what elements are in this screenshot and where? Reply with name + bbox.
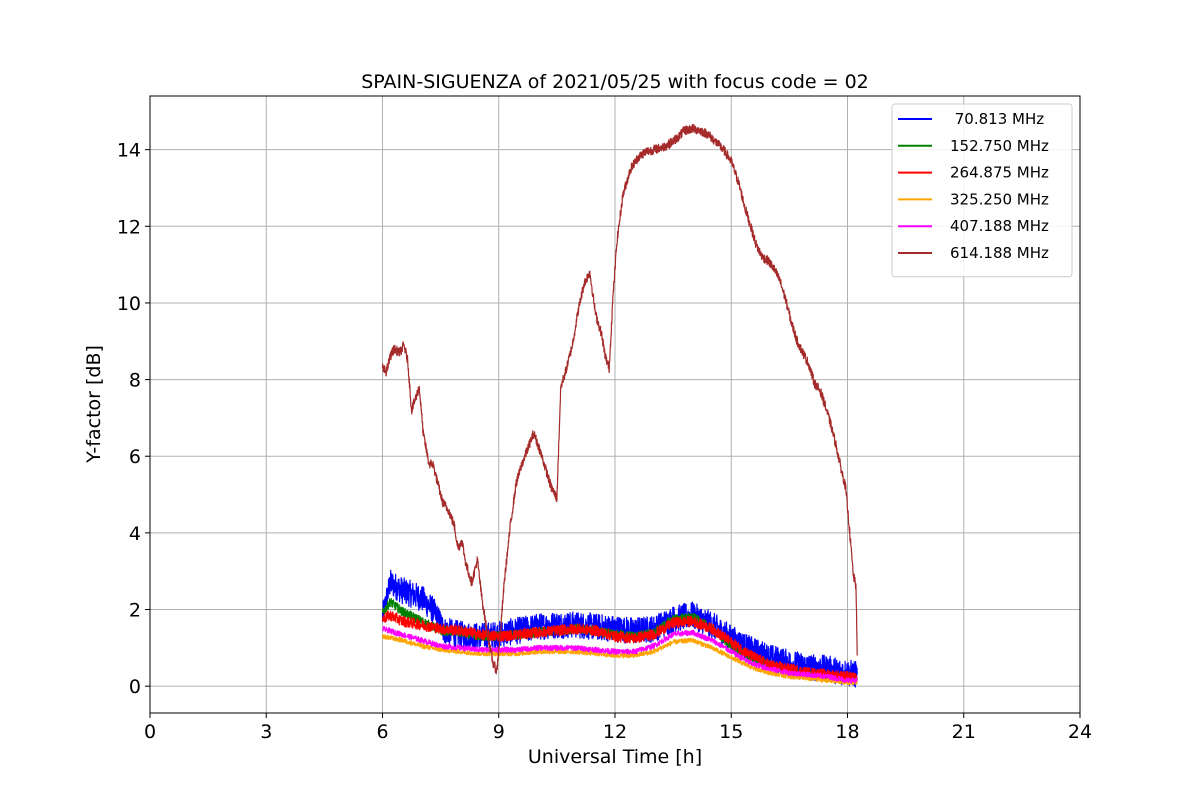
legend: 70.813 MHz 152.750 MHz 264.875 MHz 325.250 … <box>891 103 1073 278</box>
x-tick-label: 3 <box>260 721 272 743</box>
grid-lines <box>149 96 1081 713</box>
series-line-5 <box>381 123 858 675</box>
y-tick-label: 4 <box>129 523 141 545</box>
legend-label-3: 325.250 MHz <box>950 190 1049 208</box>
x-tick-label: 12 <box>603 721 627 743</box>
y-tick-label: 10 <box>117 293 141 315</box>
legend-label-0: 70.813 MHz <box>950 110 1044 128</box>
series-line-3 <box>381 634 858 686</box>
x-tick-label: 24 <box>1068 721 1092 743</box>
legend-label-5: 614.188 MHz <box>950 244 1049 262</box>
series-line-4 <box>381 625 858 684</box>
y-tick-label: 0 <box>129 676 141 698</box>
x-tick-label: 9 <box>493 721 505 743</box>
y-tick-label: 12 <box>117 216 141 238</box>
y-tick-label: 2 <box>129 600 141 622</box>
x-tick-label: 15 <box>719 721 743 743</box>
chart-title: SPAIN-SIGUENZA of 2021/05/25 with focus … <box>361 71 869 93</box>
series-lines <box>381 123 858 688</box>
y-tick-label: 8 <box>129 370 141 392</box>
legend-label-4: 407.188 MHz <box>950 217 1049 235</box>
series-line-2 <box>381 610 858 684</box>
legend-label-1: 152.750 MHz <box>950 137 1049 155</box>
x-tick-label: 0 <box>144 721 156 743</box>
y-tick-label: 6 <box>129 446 141 468</box>
legend-box <box>891 103 1073 278</box>
y-tick-label: 14 <box>117 140 141 162</box>
x-tick-label: 6 <box>376 721 388 743</box>
legend-label-2: 264.875 MHz <box>950 164 1049 182</box>
x-tick-label: 21 <box>952 721 976 743</box>
x-tick-label: 18 <box>835 721 859 743</box>
x-axis-label: Universal Time [h] <box>528 746 702 768</box>
y-axis-label: Y-factor [dB] <box>83 345 105 464</box>
